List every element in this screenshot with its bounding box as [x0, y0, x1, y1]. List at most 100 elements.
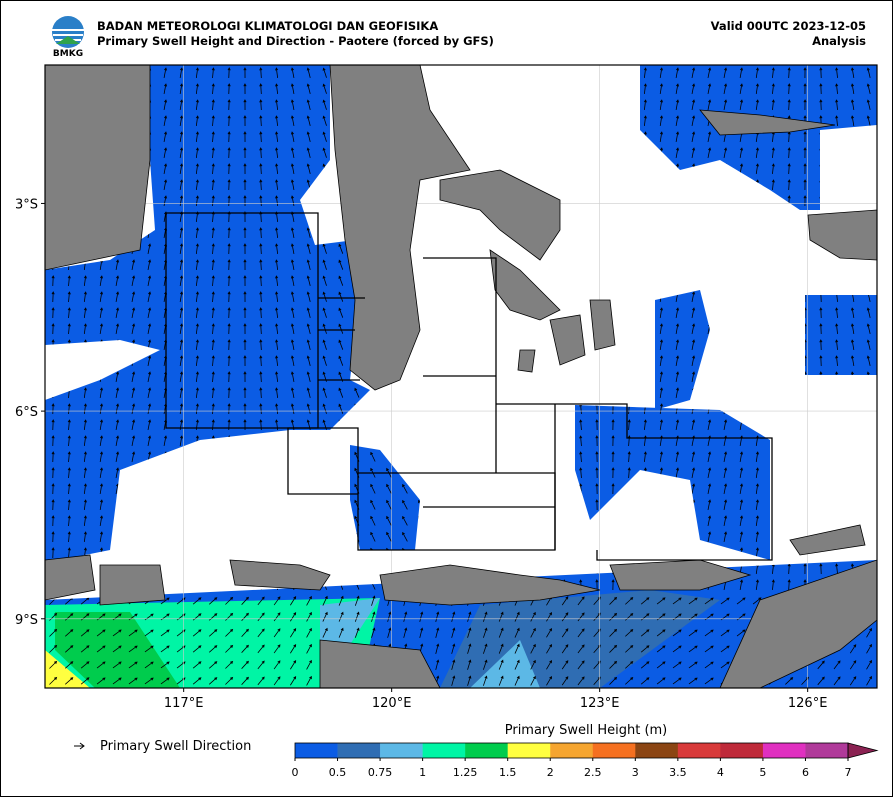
direction-arrow	[211, 243, 215, 255]
direction-arrow	[160, 629, 170, 637]
direction-arrow	[659, 451, 663, 463]
direction-arrow	[259, 163, 263, 175]
direction-arrow	[195, 275, 199, 287]
direction-arrow	[306, 627, 312, 638]
direction-arrow	[275, 307, 279, 319]
direction-arrow	[625, 597, 634, 605]
direction-arrow	[131, 451, 136, 462]
direction-arrow	[290, 371, 295, 382]
direction-arrow	[595, 483, 599, 495]
direction-arrow	[688, 661, 698, 669]
direction-arrow	[306, 67, 311, 78]
direction-arrow	[579, 467, 583, 479]
lon-tick-label: 123°E	[580, 696, 620, 711]
direction-arrow	[656, 661, 666, 669]
direction-arrow	[866, 67, 871, 78]
direction-arrow	[723, 147, 728, 158]
direction-arrow	[275, 179, 279, 191]
direction-arrow	[595, 579, 599, 591]
direction-arrow	[211, 131, 215, 143]
direction-arrow	[338, 611, 344, 622]
direction-arrow	[51, 307, 55, 319]
direction-arrow	[785, 676, 794, 685]
direction-arrow	[819, 67, 823, 79]
direction-arrow	[835, 563, 839, 575]
direction-arrow	[275, 99, 279, 111]
direction-arrow	[306, 163, 311, 174]
direction-arrow	[371, 627, 376, 638]
direction-arrow	[322, 387, 327, 398]
direction-arrow	[322, 355, 327, 366]
direction-arrow	[656, 645, 666, 653]
direction-arrow	[850, 339, 855, 350]
direction-arrow	[691, 99, 696, 110]
direction-arrow	[498, 675, 504, 686]
direction-arrow	[833, 660, 841, 670]
direction-arrow	[627, 419, 631, 431]
direction-arrow	[625, 677, 634, 685]
direction-arrow	[273, 628, 281, 638]
direction-arrow	[195, 387, 199, 399]
colorbar-segment	[465, 743, 508, 758]
direction-arrow	[227, 83, 231, 95]
direction-arrow	[546, 675, 552, 686]
direction-arrow	[195, 307, 199, 319]
direction-arrow	[850, 99, 855, 110]
direction-arrow	[83, 291, 87, 303]
direction-arrow	[128, 629, 138, 637]
direction-arrow	[163, 99, 168, 110]
direction-arrow	[850, 355, 855, 366]
direction-arrow	[179, 435, 184, 446]
direction-arrow	[275, 275, 279, 287]
direction-arrow	[819, 307, 823, 319]
direction-arrow	[656, 677, 666, 685]
direction-arrow	[306, 611, 312, 622]
direction-arrow	[771, 99, 775, 111]
colorbar-segment	[677, 743, 721, 758]
direction-arrow	[80, 613, 90, 621]
colorbar-segment	[380, 743, 423, 758]
colorbar-segment	[635, 743, 679, 758]
direction-arrow	[530, 627, 536, 638]
direction-arrow	[611, 579, 615, 591]
direction-arrow	[803, 67, 807, 79]
direction-arrow	[275, 387, 279, 399]
direction-arrow	[467, 611, 472, 622]
colorbar-segment	[592, 743, 636, 758]
direction-arrow	[322, 291, 327, 302]
direction-arrow	[643, 451, 647, 463]
direction-arrow	[227, 355, 231, 367]
direction-arrow	[306, 387, 311, 398]
direction-arrow	[83, 531, 87, 543]
direction-arrow	[322, 307, 327, 318]
direction-arrow	[51, 323, 55, 335]
direction-arrow	[195, 83, 199, 95]
direction-arrow	[387, 611, 392, 622]
direction-arrow	[514, 611, 520, 622]
direction-arrow	[819, 355, 823, 367]
direction-arrow	[530, 611, 536, 622]
direction-arrow	[723, 515, 728, 526]
direction-arrow	[179, 371, 184, 382]
direction-arrow	[659, 131, 663, 143]
direction-arrow	[243, 131, 247, 143]
region-boundaries	[165, 212, 773, 561]
direction-arrow	[131, 275, 136, 286]
direction-arrow	[144, 629, 154, 637]
direction-arrow	[514, 659, 520, 670]
direction-arrow	[386, 531, 392, 542]
direction-arrow	[275, 67, 279, 79]
direction-arrow	[370, 483, 376, 494]
direction-arrow	[227, 403, 231, 415]
direction-arrow	[371, 595, 376, 606]
direction-arrow	[467, 643, 472, 654]
direction-arrow	[707, 99, 712, 110]
colorbar-tick-label: 0	[292, 766, 299, 779]
direction-arrow	[131, 323, 136, 334]
direction-arrow	[290, 115, 295, 126]
direction-arrow	[402, 531, 408, 542]
direction-arrow	[354, 611, 360, 622]
direction-arrow	[707, 531, 712, 542]
direction-arrow	[402, 499, 408, 510]
direction-arrow	[835, 355, 839, 367]
